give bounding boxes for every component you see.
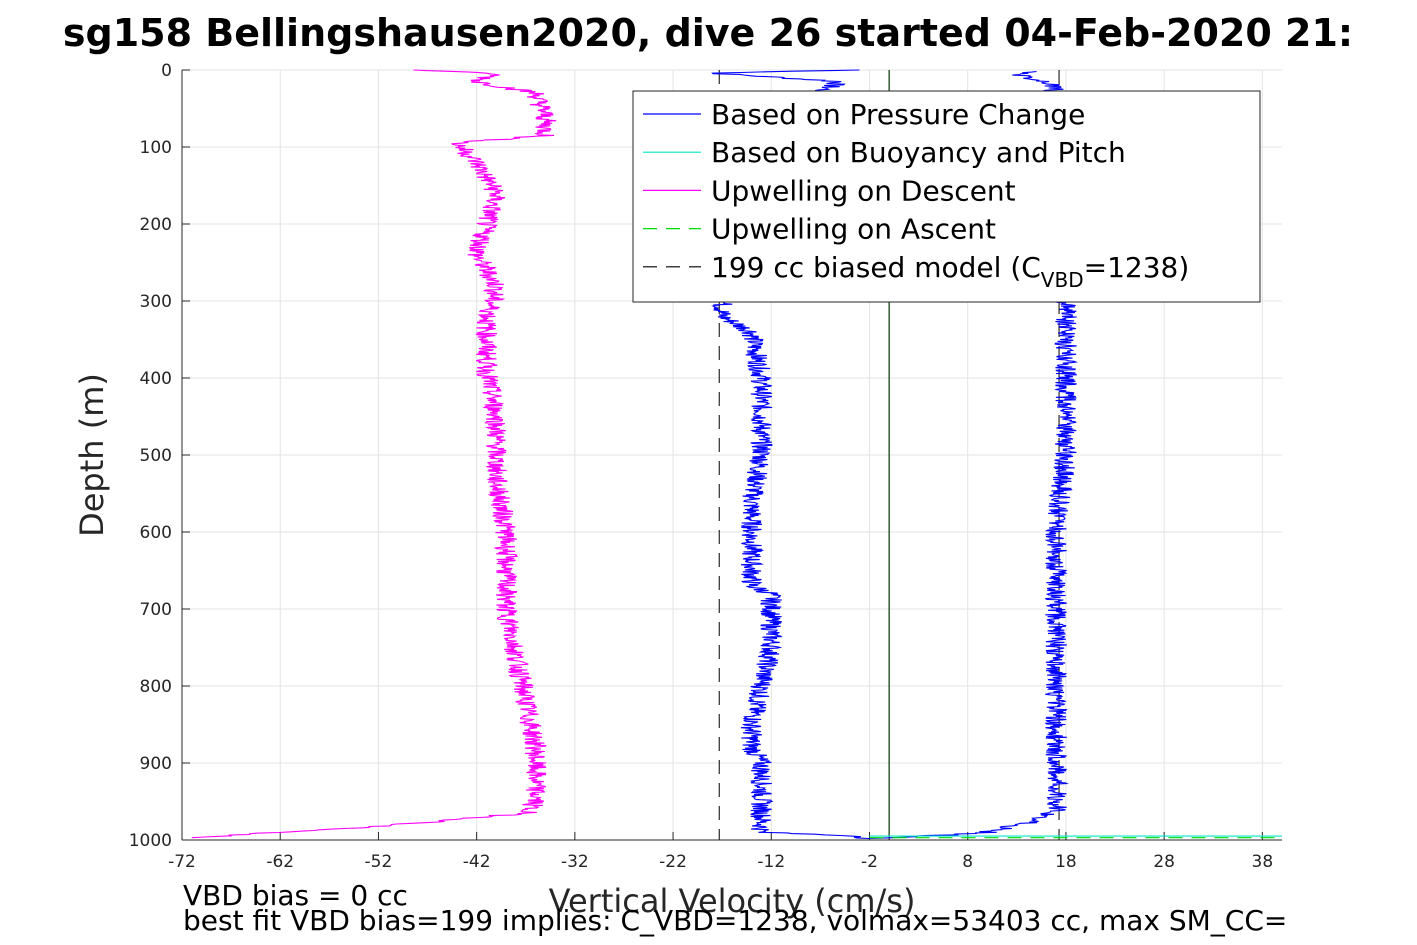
y-tick-label: 900 [140,754,172,774]
y-tick-label: 100 [140,138,172,158]
y-tick-label: 700 [140,600,172,620]
x-tick-label: -42 [463,852,491,872]
y-tick-label: 300 [140,292,172,312]
x-tick-label: -22 [659,852,687,872]
y-tick-label: 0 [161,61,172,81]
y-tick-label: 400 [140,369,172,389]
legend-entry-label: Upwelling on Ascent [711,213,996,246]
y-tick-label: 800 [140,677,172,697]
x-tick-label: 28 [1153,852,1175,872]
legend-entry-label: Based on Pressure Change [711,98,1085,131]
legend-entry-label: Upwelling on Descent [711,174,1016,207]
x-tick-label: -62 [266,852,294,872]
x-tick-label: -12 [757,852,785,872]
x-tick-label: -72 [168,852,196,872]
y-tick-label: 600 [140,523,172,543]
legend: Based on Pressure Change Based on Buoyanc… [632,90,1261,303]
x-tick-label: -2 [861,852,878,872]
legend-box [632,90,1261,303]
chart-title: sg158 Bellingshausen2020, dive 26 starte… [63,11,1353,55]
x-axis-label: Vertical Velocity (cm/s) [549,882,916,920]
y-tick-label: 200 [140,215,172,235]
y-tick-label: 1000 [129,831,172,851]
footer-vbd-bias: VBD bias = 0 cc [183,879,408,912]
footer-best-fit: best fit VBD bias=199 implies: C_VBD=123… [183,904,1287,937]
series-upwelling-on-descent [191,69,557,839]
x-tick-label: 38 [1252,852,1274,872]
x-tick-label: 8 [962,852,973,872]
y-tick-label: 500 [140,446,172,466]
x-tick-label: -32 [561,852,589,872]
x-tick-label: 18 [1055,852,1077,872]
y-axis-label: Depth (m) [73,373,111,537]
legend-entry-label: Based on Buoyancy and Pitch [711,136,1126,169]
x-tick-label: -52 [365,852,393,872]
